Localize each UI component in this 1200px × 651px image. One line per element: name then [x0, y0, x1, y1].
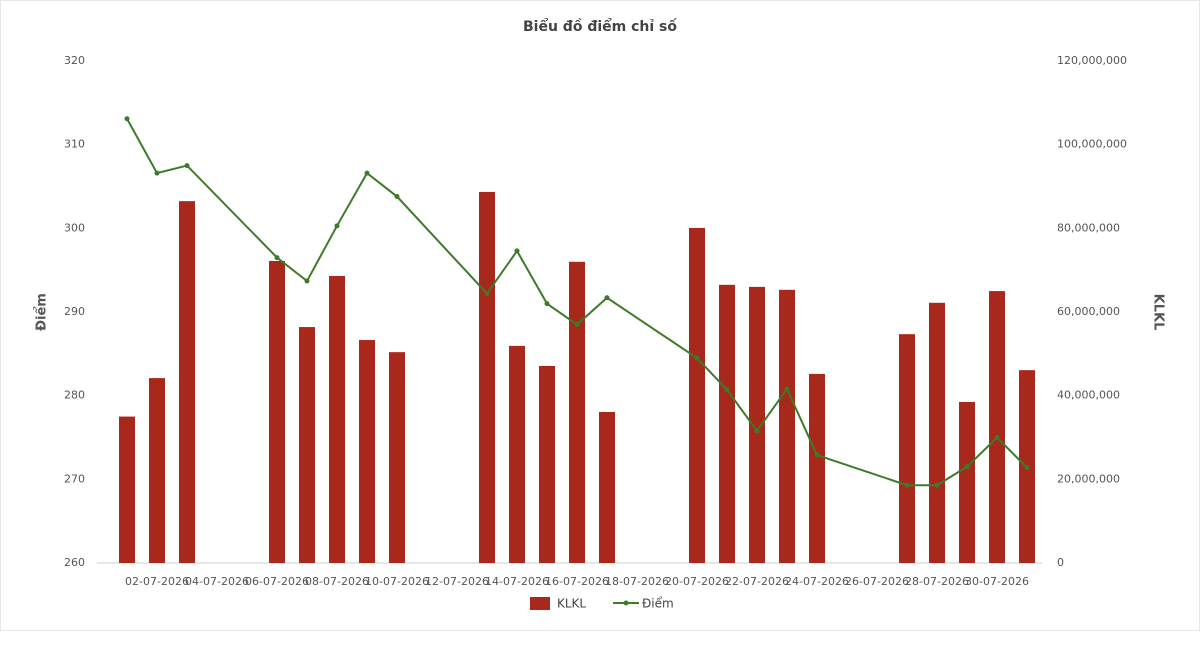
bar [149, 378, 165, 563]
x-tick-label: 16-07-2026 [545, 575, 609, 588]
bar [179, 201, 195, 563]
bar [719, 284, 735, 563]
x-tick-label: 02-07-2026 [125, 575, 189, 588]
y2-tick-label: 40,000,000 [1057, 389, 1120, 402]
point [484, 291, 490, 297]
x-tick-label: 22-07-2026 [725, 575, 789, 588]
bar [299, 327, 315, 563]
y-tick-label: 270 [64, 472, 85, 485]
bar [119, 416, 135, 563]
x-tick-label: 12-07-2026 [425, 575, 489, 588]
point [124, 116, 130, 122]
y2-tick-label: 80,000,000 [1057, 221, 1120, 234]
x-tick-label: 06-07-2026 [245, 575, 309, 588]
bar [779, 289, 795, 563]
point [904, 482, 910, 488]
legend-swatch [530, 597, 550, 610]
bar [479, 191, 495, 563]
x-tick-label: 26-07-2026 [845, 575, 909, 588]
x-tick-label: 08-07-2026 [305, 575, 369, 588]
point [964, 464, 970, 470]
x-tick-label: 24-07-2026 [785, 575, 849, 588]
x-tick-label: 28-07-2026 [905, 575, 969, 588]
bar [749, 286, 765, 563]
point [154, 170, 160, 176]
point [364, 170, 370, 176]
y-tick-label: 280 [64, 389, 85, 402]
point [1024, 465, 1030, 471]
point [604, 295, 610, 301]
y-tick-label: 260 [64, 556, 85, 569]
x-tick-label: 18-07-2026 [605, 575, 669, 588]
x-tick-label: 30-07-2026 [965, 575, 1029, 588]
bar [329, 276, 345, 563]
bar [569, 261, 585, 563]
bar [539, 365, 555, 563]
y-tick-label: 310 [64, 138, 85, 151]
bar [269, 260, 285, 563]
point [544, 301, 550, 307]
bar [809, 373, 825, 563]
bar [959, 401, 975, 563]
point [814, 452, 820, 458]
point [934, 482, 940, 488]
point [334, 223, 340, 229]
point [574, 322, 580, 328]
point [274, 255, 280, 261]
bar [689, 227, 705, 564]
bar [389, 352, 405, 563]
y2-tick-label: 100,000,000 [1057, 138, 1127, 151]
bar [989, 291, 1005, 563]
x-tick-label: 10-07-2026 [365, 575, 429, 588]
point [724, 387, 730, 393]
point [184, 163, 190, 169]
x-tick-label: 14-07-2026 [485, 575, 549, 588]
bar [599, 411, 615, 563]
legend-swatch [623, 600, 629, 606]
point [304, 278, 310, 284]
point [694, 355, 700, 361]
y-tick-label: 290 [64, 305, 85, 318]
x-tick-label: 20-07-2026 [665, 575, 729, 588]
y2-tick-label: 20,000,000 [1057, 472, 1120, 485]
bar [899, 334, 915, 563]
point [994, 435, 1000, 440]
y2-tick-label: 60,000,000 [1057, 305, 1120, 318]
y2-tick-label: 120,000,000 [1057, 54, 1127, 67]
point [754, 428, 760, 434]
chart-title: Biểu đồ điểm chỉ số [523, 18, 677, 35]
bar [359, 340, 375, 563]
y2-axis-title: KLKL [1151, 294, 1166, 331]
point [514, 248, 520, 254]
point [394, 194, 400, 200]
x-tick-label: 04-07-2026 [185, 575, 249, 588]
bar [929, 302, 945, 563]
legend-label: Điểm [642, 597, 674, 611]
y-tick-label: 300 [64, 221, 85, 234]
legend-label: KLKL [557, 597, 586, 611]
y-tick-label: 320 [64, 54, 85, 67]
point [784, 386, 790, 392]
y-axis-title: Điểm [34, 293, 50, 331]
y2-tick-label: 0 [1057, 556, 1064, 569]
bar [509, 345, 525, 563]
